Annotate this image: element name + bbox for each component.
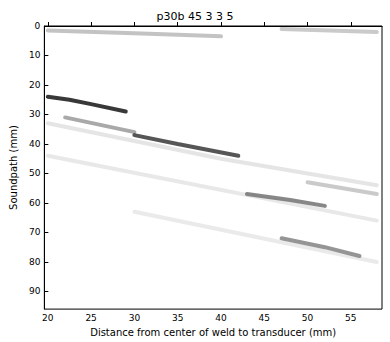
svg-text:40: 40 [215,313,227,323]
svg-text:20: 20 [29,80,41,90]
svg-text:50: 50 [302,313,314,323]
svg-text:10: 10 [29,50,41,60]
svg-text:70: 70 [29,227,41,237]
svg-text:60: 60 [29,198,41,208]
svg-text:p30b 45 3 3 5: p30b 45 3 3 5 [157,10,234,23]
svg-text:Soundpath (mm): Soundpath (mm) [8,125,19,210]
svg-text:55: 55 [345,313,356,323]
svg-text:20: 20 [42,313,54,323]
svg-text:0: 0 [35,21,41,31]
svg-text:45: 45 [259,313,270,323]
svg-text:30: 30 [29,109,41,119]
svg-text:40: 40 [29,139,41,149]
svg-text:80: 80 [29,257,41,267]
svg-text:35: 35 [172,313,183,323]
svg-text:30: 30 [129,313,141,323]
svg-text:90: 90 [29,286,41,296]
svg-text:Distance from center of weld t: Distance from center of weld to transduc… [90,327,336,338]
svg-text:50: 50 [29,168,41,178]
svg-text:25: 25 [85,313,96,323]
